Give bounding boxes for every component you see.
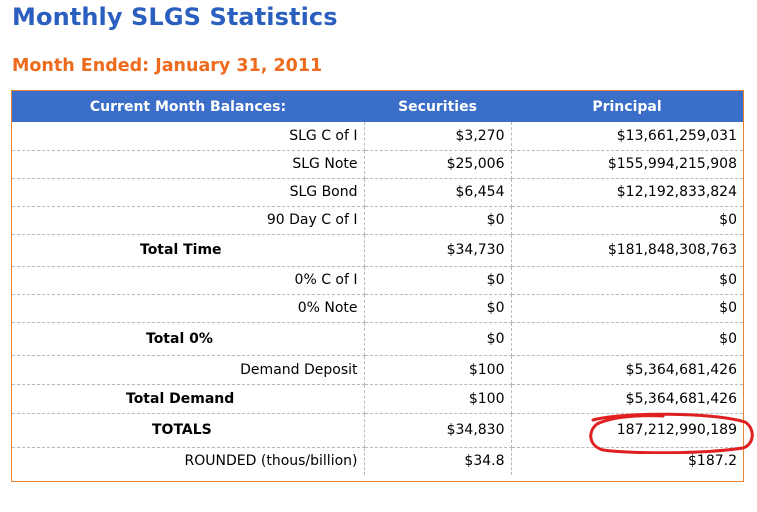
table-row: SLG Bond $6,454 $12,192,833,824 (12, 178, 743, 207)
table-row: TOTALS $34,830 187,212,990,189 (12, 413, 743, 448)
row-securities: $6,454 (364, 178, 512, 207)
row-securities: $100 (364, 384, 512, 414)
row-securities: $0 (364, 266, 512, 295)
row-label: ROUNDED (thous/billion) (12, 447, 365, 475)
row-label: SLG Bond (12, 178, 365, 207)
row-principal: 187,212,990,189 (511, 413, 743, 448)
row-securities: $25,006 (364, 150, 512, 179)
table-row: Demand Deposit $100 $5,364,681,426 (12, 355, 743, 385)
row-securities: $34.8 (364, 447, 512, 475)
row-label: Demand Deposit (12, 355, 365, 385)
month-ended-subtitle: Month Ended: January 31, 2011 (12, 56, 323, 76)
row-securities: $0 (364, 206, 512, 235)
row-label: 0% C of I (12, 266, 365, 295)
row-label: Total 0% (12, 322, 365, 356)
table-row: 0% Note $0 $0 (12, 294, 743, 323)
table-row: SLG C of I $3,270 $13,661,259,031 (12, 122, 743, 151)
row-label: SLG C of I (12, 122, 365, 151)
row-principal: $5,364,681,426 (511, 355, 743, 385)
row-principal: $155,994,215,908 (511, 150, 743, 179)
row-securities: $3,270 (364, 122, 512, 151)
table-row: 0% C of I $0 $0 (12, 266, 743, 295)
row-label: 0% Note (12, 294, 365, 323)
table-row: Total Time $34,730 $181,848,308,763 (12, 234, 743, 267)
table-header-row: Current Month Balances: Securities Princ… (12, 91, 743, 122)
row-principal: $13,661,259,031 (511, 122, 743, 151)
row-label: TOTALS (12, 413, 365, 448)
table-row: Total 0% $0 $0 (12, 322, 743, 356)
row-principal: $0 (511, 294, 743, 323)
row-securities: $34,830 (364, 413, 512, 448)
header-securities: Securities (364, 91, 511, 122)
table-row: Total Demand $100 $5,364,681,426 (12, 384, 743, 414)
row-principal: $0 (511, 266, 743, 295)
statistics-table: Current Month Balances: Securities Princ… (12, 91, 743, 475)
header-balances: Current Month Balances: (12, 91, 364, 122)
row-label: 90 Day C of I (12, 206, 365, 235)
row-securities: $0 (364, 294, 512, 323)
row-label: Total Time (12, 234, 365, 267)
table-row: SLG Note $25,006 $155,994,215,908 (12, 150, 743, 179)
table-row: 90 Day C of I $0 $0 (12, 206, 743, 235)
header-principal: Principal (511, 91, 743, 122)
row-securities: $0 (364, 322, 512, 356)
row-securities: $34,730 (364, 234, 512, 267)
row-securities: $100 (364, 355, 512, 385)
row-principal: $0 (511, 206, 743, 235)
row-label: Total Demand (12, 384, 365, 414)
row-principal: $187.2 (688, 453, 737, 470)
table-row: ROUNDED (thous/billion) $34.8 $187.2 (12, 447, 743, 475)
table-body: SLG C of I $3,270 $13,661,259,031 SLG Note $… (12, 122, 743, 475)
row-principal: $12,192,833,824 (511, 178, 743, 207)
row-label: SLG Note (12, 150, 365, 179)
page-title: Monthly SLGS Statistics (12, 3, 338, 31)
row-principal: $181,848,308,763 (511, 234, 743, 267)
row-principal: $0 (511, 322, 743, 356)
statistics-table-container: Current Month Balances: Securities Princ… (11, 90, 744, 482)
row-principal: $5,364,681,426 (511, 384, 743, 414)
